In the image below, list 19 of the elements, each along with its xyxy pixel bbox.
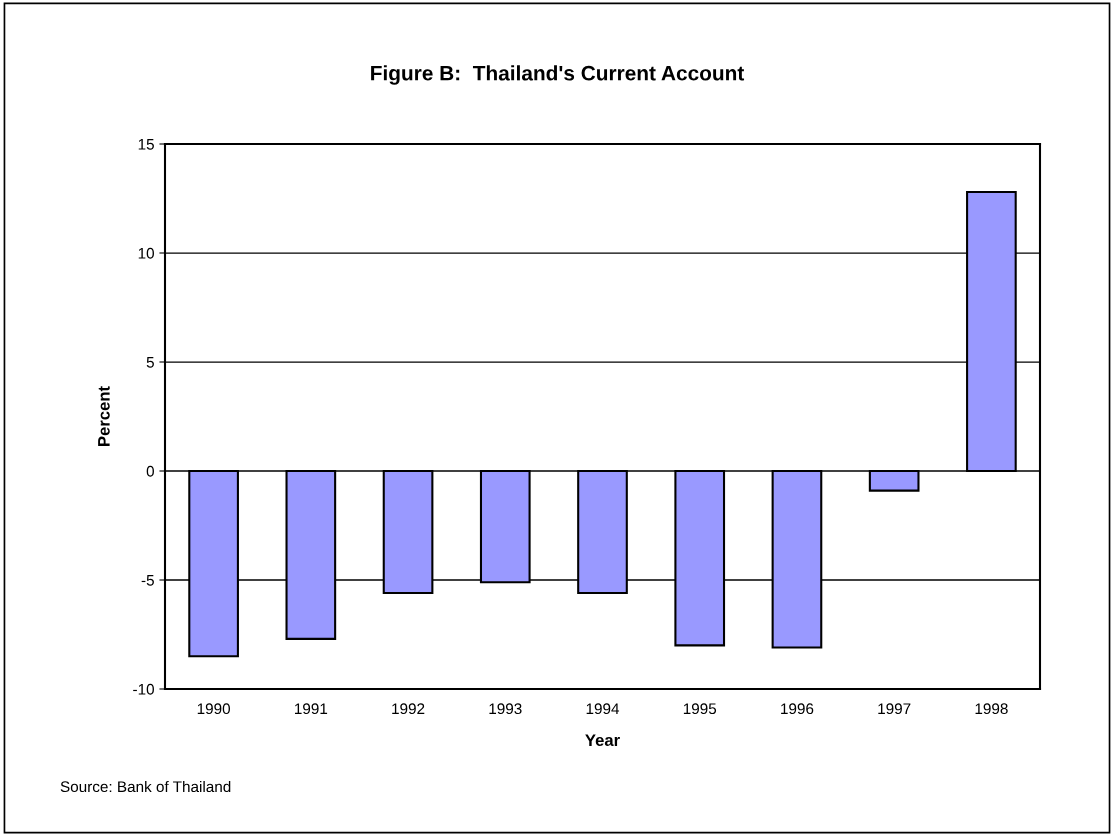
x-tick-label: 1991 [295, 703, 328, 715]
y-tick-label: 0 [146, 465, 154, 477]
x-tick-label: 1998 [975, 703, 1008, 715]
x-tick-label: 1993 [489, 703, 522, 715]
chart-title: Figure B: Thailand's Current Account [371, 65, 745, 85]
y-axis-title: Percent [98, 386, 110, 446]
x-tick-label: 1997 [878, 703, 911, 715]
y-tick-label: -5 [141, 575, 154, 586]
y-tick-label: 10 [138, 247, 154, 259]
x-tick-label: 1994 [586, 703, 620, 715]
x-tick-label: 1995 [683, 703, 717, 715]
y-tick-label: 5 [146, 357, 154, 368]
x-tick-label: 1996 [781, 703, 814, 715]
x-tick-label: 1990 [197, 703, 231, 715]
x-axis-title: Year [585, 734, 620, 747]
x-tick-label: 1992 [392, 703, 425, 715]
y-tick-label: 15 [138, 139, 154, 150]
source-note: Source: Bank of Thailand [60, 780, 231, 793]
y-tick-label: -10 [133, 683, 154, 695]
